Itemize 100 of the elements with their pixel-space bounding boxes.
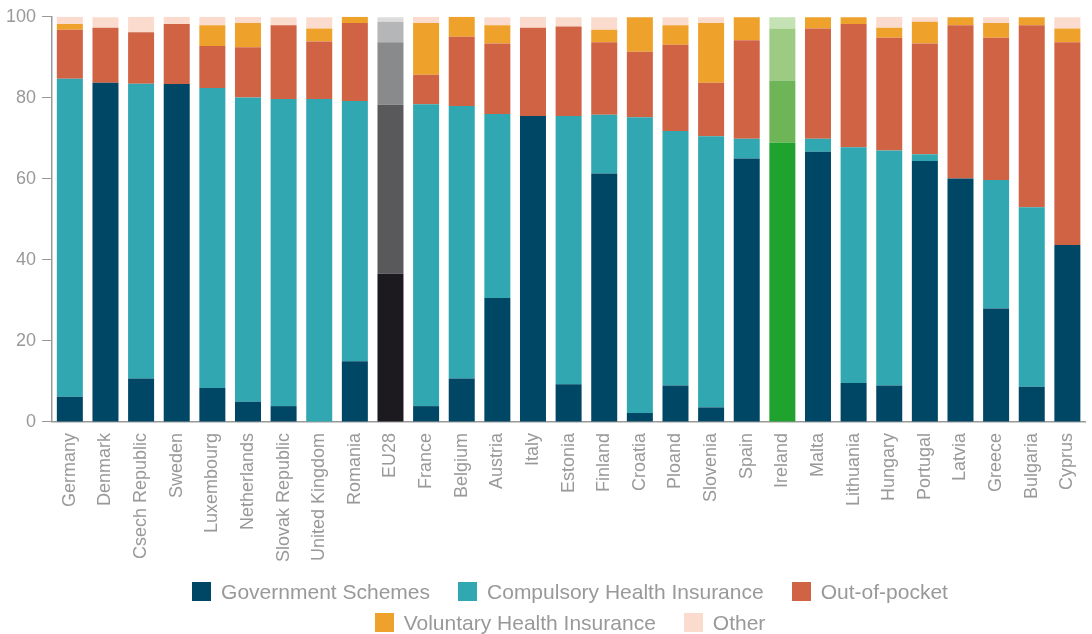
bar [591,29,618,43]
bar [413,406,440,422]
bar [270,406,297,422]
bar [1018,17,1045,26]
bar [128,83,155,379]
bar [56,29,83,79]
y-tick-label: 80 [16,86,37,107]
x-tick-label: Austria [486,431,507,489]
bar [911,17,938,22]
bar [840,383,867,422]
bar [377,21,404,43]
bar [484,17,511,26]
y-tick-label: 100 [5,5,37,26]
x-tick-label: Belgium [450,432,471,498]
bar [377,104,404,274]
bar [56,396,83,422]
bar [413,22,440,75]
x-tick-label: Estonia [557,431,578,493]
bar [733,40,760,139]
bar [341,101,368,362]
bar [626,17,653,52]
bar [840,24,867,148]
y-tick-label: 40 [16,248,37,269]
legend-label: Government Schemes [220,579,431,605]
bar [555,17,582,27]
x-tick-label: Italy [521,432,542,466]
bar [698,22,725,83]
bar [591,114,618,174]
x-tick-label: Portugal [913,432,934,500]
x-tick-label: Latvia [949,431,970,481]
x-tick-label: Croatia [628,431,649,491]
bar [947,25,974,179]
bar [733,158,760,422]
legend-label: Other [711,610,766,634]
bar [983,37,1010,181]
bar [270,17,297,26]
bar [1054,42,1081,245]
bar [413,104,440,407]
x-tick-label: Csech Republic [130,432,151,559]
bar [234,401,261,422]
x-tick-label: Finland [593,432,614,492]
bar [199,16,226,26]
y-tick-label: 20 [16,329,37,350]
bar [840,147,867,384]
x-tick-label: United Kingdom [308,432,329,562]
bar [626,413,653,422]
bar [128,32,155,84]
bar [377,17,404,22]
x-tick-label: Greece [985,432,1006,492]
bar [876,16,903,28]
bar [804,17,831,29]
bar [306,99,333,422]
bar [876,37,903,151]
bar [341,22,368,102]
bar [1054,28,1081,43]
bar [911,154,938,162]
bar [876,27,903,38]
bar [698,407,725,422]
bar [56,16,83,25]
bar [983,17,1010,23]
bar [341,16,368,23]
bar [448,36,475,106]
bar [234,22,261,48]
x-tick-label: Malta [806,431,827,477]
bar [698,17,725,23]
legend-label: Voluntary Health Insurance [402,610,656,634]
bar [377,273,404,422]
bar [163,24,190,85]
bar [698,136,725,408]
x-tick-label: Luxembourg [201,432,222,534]
bar [947,178,974,422]
bar [519,27,546,117]
bar [306,41,333,100]
bar [448,16,475,37]
bar [484,25,511,44]
bar [804,28,831,139]
bar [128,16,155,33]
bar [1018,207,1045,387]
x-tick-label: Ireland [771,432,792,488]
bar [591,173,618,422]
bar [270,99,297,407]
x-tick-label: Bulgaria [1020,431,1041,499]
bar [1018,386,1045,422]
bar [341,361,368,422]
bar [876,385,903,422]
bar [306,17,333,29]
bar [234,97,261,402]
x-tick-label: EU28 [379,432,400,478]
bar [128,378,155,422]
bar [519,16,546,28]
bar [662,17,689,26]
x-tick-label: Cyprus [1056,432,1077,490]
x-tick-label: Romania [343,431,364,505]
bar [591,17,618,30]
bar [377,42,404,105]
bar [769,28,796,81]
bar [1054,17,1081,29]
bar [626,51,653,118]
bar [92,17,119,28]
bar [1054,244,1081,422]
